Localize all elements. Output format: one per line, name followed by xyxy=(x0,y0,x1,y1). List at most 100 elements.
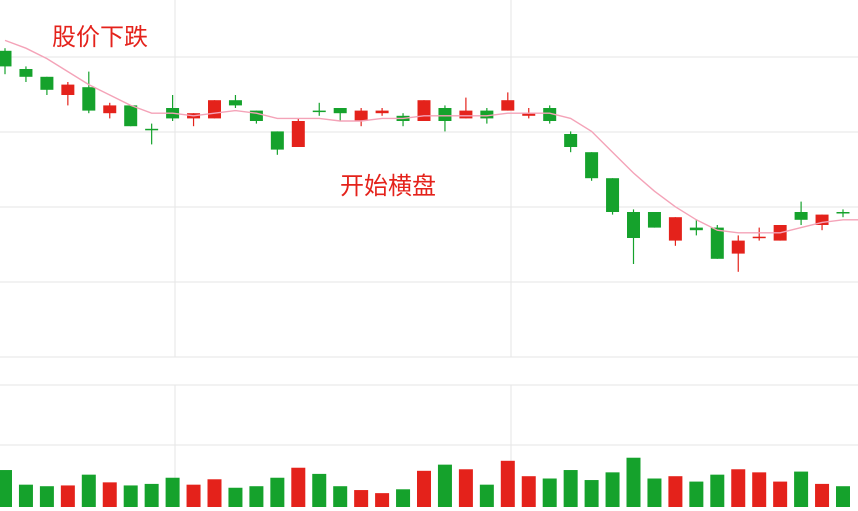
candle-body xyxy=(249,110,263,121)
volume-bar xyxy=(186,484,201,507)
candle xyxy=(836,209,850,218)
candle xyxy=(543,105,557,124)
volume-bar xyxy=(18,484,33,507)
candle xyxy=(396,113,410,127)
candle xyxy=(103,102,117,119)
volume-bars xyxy=(0,457,850,507)
candle xyxy=(459,97,473,119)
candle xyxy=(564,131,578,153)
candle xyxy=(731,235,745,272)
candle-body xyxy=(480,110,494,119)
candle-body xyxy=(543,108,557,121)
volume-bar xyxy=(563,470,578,507)
candle-body xyxy=(752,236,766,239)
candle-body xyxy=(40,76,54,90)
candle-body xyxy=(145,128,159,131)
candle-body xyxy=(270,131,284,150)
volume-bar xyxy=(333,486,348,507)
candle-body xyxy=(19,69,33,77)
volume-bar xyxy=(396,489,411,507)
candles xyxy=(0,48,850,272)
volume-bar xyxy=(500,460,515,507)
volume-bar xyxy=(270,477,285,507)
volume-bar xyxy=(60,485,75,507)
candle-body xyxy=(82,87,96,111)
volume-bar xyxy=(689,481,704,507)
candle-body xyxy=(354,110,368,121)
volume-bar xyxy=(815,483,830,507)
candle xyxy=(689,219,703,236)
candle xyxy=(228,95,242,108)
candle-body xyxy=(836,212,850,214)
candle xyxy=(145,123,159,145)
candle-body xyxy=(61,84,75,95)
candle-body xyxy=(564,134,578,147)
moving-average-line xyxy=(4,39,858,234)
volume-bar xyxy=(207,479,222,507)
candle xyxy=(375,108,389,116)
candle-body xyxy=(312,110,326,113)
volume-bar xyxy=(39,486,54,507)
candle-body xyxy=(438,108,452,121)
candle xyxy=(794,201,808,225)
volume-bar xyxy=(249,486,264,507)
candle-body xyxy=(647,212,661,228)
annotation-price-drop: 股价下跌 xyxy=(52,23,148,51)
candle xyxy=(585,152,599,181)
volume-bar xyxy=(773,481,788,507)
candle-body xyxy=(375,110,389,114)
candle-body xyxy=(689,227,703,231)
candle-body xyxy=(417,100,431,121)
volume-bar xyxy=(668,476,683,507)
candle-body xyxy=(585,152,599,179)
volume-bar xyxy=(521,476,536,507)
volume-bar xyxy=(165,477,180,507)
candle xyxy=(354,108,368,127)
candle-body xyxy=(291,121,305,147)
candle xyxy=(166,95,180,121)
volume-bar xyxy=(123,485,138,507)
candle-body xyxy=(333,108,347,114)
volume-bar xyxy=(375,493,390,507)
candle-body xyxy=(208,100,221,119)
candle xyxy=(606,178,620,215)
volume-bar xyxy=(354,490,369,507)
candle-body xyxy=(124,105,138,127)
candle xyxy=(438,105,452,132)
candle-body xyxy=(0,50,12,67)
candle xyxy=(312,102,326,116)
candle-body xyxy=(459,110,473,119)
volume-bar xyxy=(144,483,159,507)
volume-bar xyxy=(312,473,327,507)
volume-bar xyxy=(437,464,452,507)
volume-bar xyxy=(228,487,243,507)
candle-body xyxy=(731,240,745,254)
candle xyxy=(124,105,138,127)
volume-bar xyxy=(626,457,641,507)
volume-bar xyxy=(647,478,662,507)
candle xyxy=(668,217,682,246)
candle xyxy=(40,76,54,95)
candle-body xyxy=(794,212,808,220)
annotation-consolidation: 开始横盘 xyxy=(340,172,436,200)
candle-body xyxy=(228,100,242,106)
candle xyxy=(417,100,431,121)
candle xyxy=(291,118,305,147)
volume-bar xyxy=(584,480,599,507)
candle xyxy=(627,209,640,264)
volume-bar xyxy=(479,484,494,507)
candle-body xyxy=(522,113,536,116)
candle xyxy=(0,48,12,75)
volume-bar xyxy=(81,474,96,507)
candle xyxy=(333,108,347,121)
candle xyxy=(752,227,766,241)
candle xyxy=(208,100,221,119)
candle-body xyxy=(606,178,620,212)
candle xyxy=(19,66,33,82)
volume-bar xyxy=(458,469,473,507)
candle-body xyxy=(815,214,829,225)
candle-body xyxy=(710,227,724,259)
volume-bar xyxy=(0,470,12,507)
volume-bar xyxy=(710,474,725,507)
